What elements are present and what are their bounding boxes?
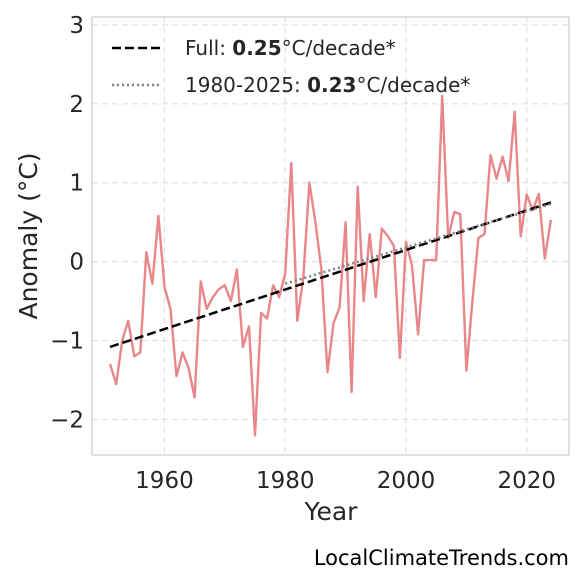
plot-frame xyxy=(91,16,570,456)
x-tick-label: 2020 xyxy=(497,468,556,494)
x-tick-label: 2000 xyxy=(377,468,436,494)
grid-lines xyxy=(92,17,569,455)
y-tick-label: 3 xyxy=(69,13,84,39)
y-tick-label: 1 xyxy=(69,171,84,197)
x-tick-label: 1960 xyxy=(135,468,194,494)
legend-full-value: 0.25 xyxy=(232,36,281,60)
trend-1980-line xyxy=(284,202,552,285)
y-tick-label: 2 xyxy=(69,92,84,118)
y-tick-label: 0 xyxy=(69,250,84,276)
legend-recent-suffix: °C/decade* xyxy=(356,73,470,97)
legend-recent-prefix: 1980-2025: xyxy=(185,73,307,97)
x-axis-label: Year xyxy=(304,497,359,526)
legend-recent-value: 0.23 xyxy=(307,73,356,97)
x-tick-label: 1980 xyxy=(256,468,315,494)
trend-full-line xyxy=(109,201,552,349)
y-axis-label: Anomaly (°C) xyxy=(14,152,43,319)
y-tick-label: −2 xyxy=(50,407,84,433)
series-group xyxy=(108,94,553,437)
site-watermark: LocalClimateTrends.com xyxy=(313,546,569,570)
y-tick-label: −1 xyxy=(50,329,84,355)
legend-recent-label: 1980-2025: 0.23°C/decade* xyxy=(185,73,470,97)
tick-labels: 1960 1980 2000 2020 −2 −1 0 1 2 3 xyxy=(50,13,556,494)
legend: Full: 0.25°C/decade* 1980-2025: 0.23°C/d… xyxy=(112,36,470,97)
legend-full-label: Full: 0.25°C/decade* xyxy=(185,36,396,60)
legend-full-suffix: °C/decade* xyxy=(282,36,396,60)
legend-full-prefix: Full: xyxy=(185,36,232,60)
anomaly-series-line xyxy=(108,94,553,437)
